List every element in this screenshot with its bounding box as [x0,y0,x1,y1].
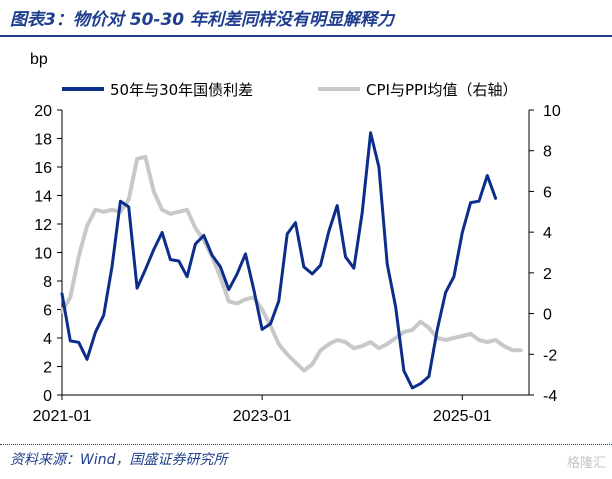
source-note: 资料来源：Wind，国盛证券研究所 [10,452,228,468]
right-tick-label: 0 [543,307,552,324]
right-tick-label: 4 [543,225,552,242]
right-tick-label: 6 [543,184,552,201]
left-tick-label: 16 [34,160,52,177]
right-tick-label: 2 [543,266,552,283]
watermark-logo: 格隆汇 [566,456,606,471]
right-tick-label: 8 [543,144,552,161]
left-tick-label: 20 [34,103,52,120]
left-tick-label: 14 [34,189,52,206]
title-divider [0,35,612,37]
left-tick-label: 2 [43,360,52,377]
x-tick-label: 2021-01 [33,408,92,425]
left-tick-label: 0 [43,388,52,405]
right-tick-label: 10 [543,103,561,120]
line-chart: 0 2 4 6 8 10 12 14 16 18 20 -4 -2 0 2 4 6 8 10 2021-01 2023-… [30,51,561,425]
left-tick-label: 12 [34,217,52,234]
footer-divider [0,444,612,445]
x-tick-label: 2025-01 [433,408,492,425]
series-line-cpi-ppi [60,154,523,373]
left-tick-label: 8 [43,274,52,291]
left-tick-label: 10 [34,246,52,263]
right-tick-label: -2 [543,347,557,364]
right-tick-label: -4 [543,388,557,405]
left-axis-unit: bp [30,51,48,68]
legend: 50年与30年国债利差 CPI与PPI均值（右轴） [62,81,517,99]
series-line-spread [60,131,498,390]
left-tick-label: 18 [34,132,52,149]
axis-ticks: 0 2 4 6 8 10 12 14 16 18 20 -4 -2 0 2 4 6 8 10 2021-01 2023-… [33,103,561,425]
left-tick-label: 6 [43,303,52,320]
left-tick-label: 4 [43,331,52,348]
legend-label-spread: 50年与30年国债利差 [110,81,253,99]
legend-label-cpi-ppi: CPI与PPI均值（右轴） [366,81,517,99]
x-tick-label: 2023-01 [233,408,292,425]
chart-title: 图表3：物价对 50-30 年利差同样没有明显解释力 [10,10,395,30]
